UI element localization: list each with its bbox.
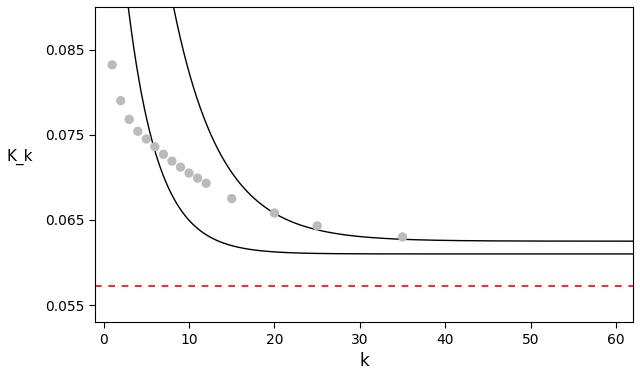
Point xyxy=(175,164,186,170)
Point xyxy=(193,175,203,181)
Point xyxy=(397,234,408,240)
Point xyxy=(116,98,126,104)
X-axis label: k: k xyxy=(359,352,369,370)
Point xyxy=(124,116,134,123)
Point xyxy=(184,170,194,176)
Point xyxy=(167,158,177,164)
Point xyxy=(269,210,280,216)
Point xyxy=(107,62,117,68)
Point xyxy=(141,136,152,142)
Point xyxy=(132,128,143,134)
Y-axis label: K_k: K_k xyxy=(7,148,33,164)
Point xyxy=(201,180,211,186)
Point xyxy=(158,151,168,157)
Point xyxy=(227,196,237,202)
Point xyxy=(312,223,322,229)
Point xyxy=(150,144,160,150)
